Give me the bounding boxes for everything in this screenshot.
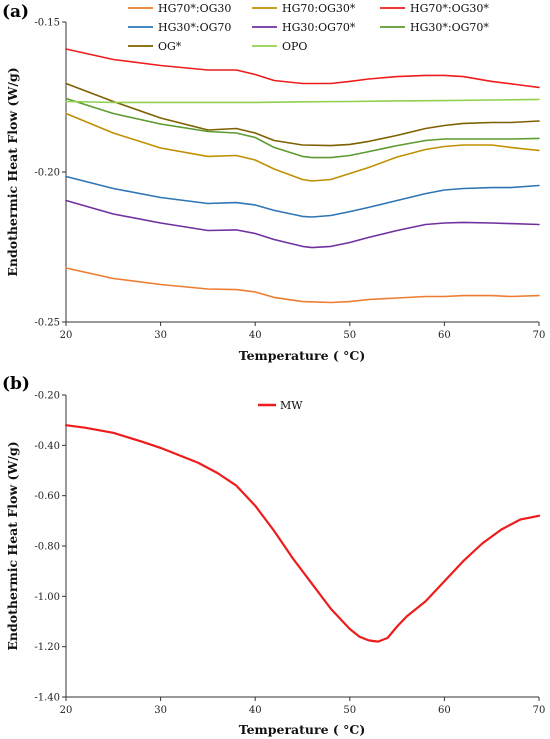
panel-a-x-axis-title: Temperature ( °C) xyxy=(239,348,366,363)
panel-b-y-tick-label: -1.20 xyxy=(34,642,60,653)
legend-label: OG* xyxy=(158,40,182,53)
panel-b-legend: MW xyxy=(258,399,303,412)
panel-a-y-tick-label: -0.25 xyxy=(34,318,60,329)
legend-label: HG70*:OG30* xyxy=(410,2,489,15)
panel-b-y-axis-title: Endothermic Heat Flow (W/g) xyxy=(5,441,20,650)
panel-b-y-tick-label: -1.00 xyxy=(34,592,60,603)
legend-label: HG70:OG30* xyxy=(282,2,356,15)
legend-label: MW xyxy=(280,399,303,412)
series-line-hg30-og70 xyxy=(65,175,540,218)
legend-label: HG30:OG70* xyxy=(282,21,356,34)
series-line-og xyxy=(65,82,540,147)
series-line-mw xyxy=(64,424,541,643)
legend-label: HG70*:OG30 xyxy=(158,2,231,15)
panel-a-x-tick-label: 20 xyxy=(60,330,73,341)
legend-label: HG30*:OG70 xyxy=(158,21,231,34)
panel-a-x-tick-label: 60 xyxy=(438,330,451,341)
series-line-hg70-og30 xyxy=(65,267,540,304)
series-line-opo xyxy=(65,98,540,104)
panel-b-x-tick-label: 50 xyxy=(343,705,356,716)
panel-b-chart: (b) Endothermic Heat Flow (W/g) Temperat… xyxy=(2,374,545,737)
panel-b-label: (b) xyxy=(2,374,30,394)
panel-b-x-tick-label: 70 xyxy=(533,705,546,716)
panel-b-x-tick-label: 20 xyxy=(60,705,73,716)
panel-a-x-tick-label: 40 xyxy=(249,330,262,341)
panel-a-x-tick-label: 50 xyxy=(343,330,356,341)
panel-b-y-tick-label: -0.20 xyxy=(34,391,60,402)
panel-a-label: (a) xyxy=(2,2,29,22)
panel-b-y-tick-label: -0.80 xyxy=(34,542,60,553)
panel-b-y-tick-label: -0.40 xyxy=(34,441,60,452)
panel-b-x-axis-title: Temperature ( °C) xyxy=(239,722,366,737)
panel-b-x-tick-label: 40 xyxy=(249,705,262,716)
series-line-hg70-og30 xyxy=(65,48,540,89)
panel-b-x-tick-label: 60 xyxy=(438,705,451,716)
panel-b-x-tick-label: 30 xyxy=(154,705,167,716)
panel-a-x-tick-label: 70 xyxy=(533,330,546,341)
panel-a-y-tick-label: -0.15 xyxy=(34,18,60,29)
panel-a-y-axis-title: Endothermic Heat Flow (W/g) xyxy=(5,67,20,276)
panel-b-y-tick-label: -1.40 xyxy=(34,693,60,704)
series-line-hg70-og30 xyxy=(65,112,540,182)
legend-label: HG30*:OG70* xyxy=(410,21,489,34)
panel-a-y-tick-label: -0.20 xyxy=(34,168,60,179)
panel-a-x-tick-label: 30 xyxy=(154,330,167,341)
series-line-hg30-og70 xyxy=(65,97,540,159)
panel-b-y-tick-label: -0.60 xyxy=(34,491,60,502)
panel-a-legend: HG70*:OG30 HG70:OG30* HG70*:OG30* HG30*:OG7… xyxy=(128,2,489,53)
panel-a-chart: (a) Endothermic Heat Flow (W/g) Temperat… xyxy=(2,2,545,363)
legend-label: OPO xyxy=(282,40,307,53)
series-line-hg30-og70 xyxy=(65,199,540,249)
